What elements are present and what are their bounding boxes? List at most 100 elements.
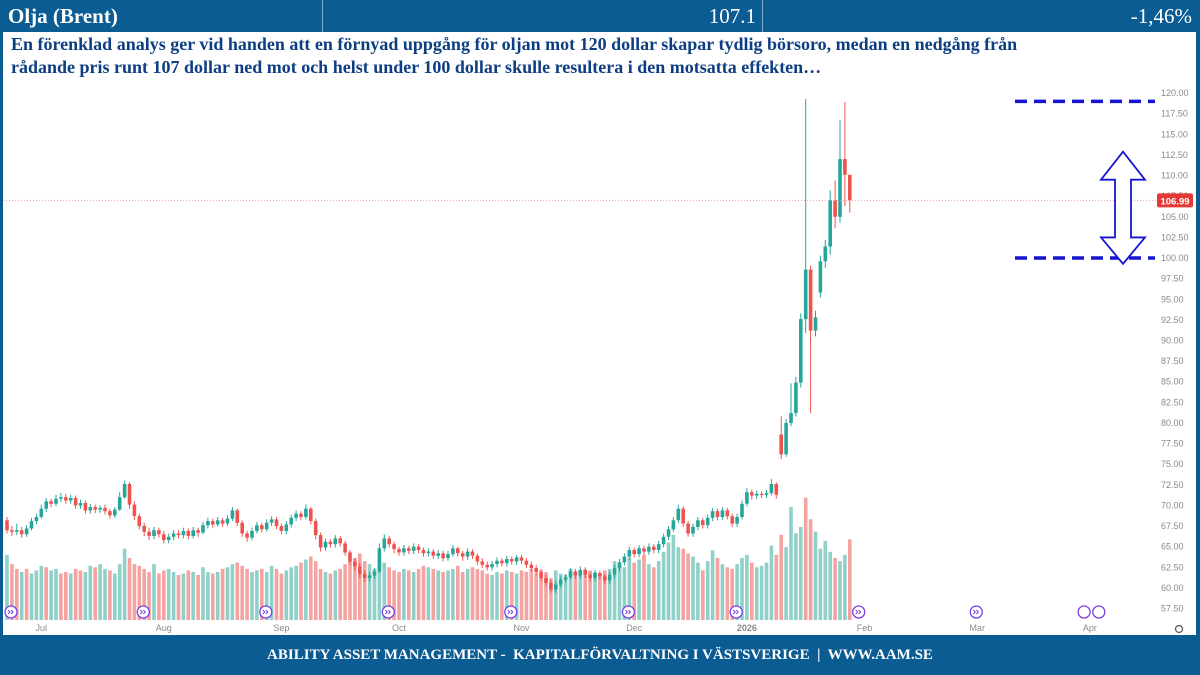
last-price-tag: 106.99 [1157, 193, 1193, 208]
x-tick-label: 2026 [737, 623, 757, 633]
y-tick-label: 85.00 [1161, 377, 1184, 387]
candle [509, 556, 514, 565]
x-tick-label: Apr [1083, 623, 1097, 633]
volume-bar [598, 573, 602, 620]
volume-bar [475, 568, 480, 621]
candle-body [838, 159, 842, 217]
volume-bar [162, 570, 166, 620]
event-marker-ring [136, 605, 150, 619]
candle-body [98, 507, 102, 510]
volume-bar [554, 570, 558, 620]
volume-bar [171, 572, 176, 620]
candle-body [225, 518, 230, 524]
volume-bar [122, 548, 127, 620]
candle-body [750, 492, 754, 496]
candle [554, 581, 558, 593]
candle [759, 491, 764, 498]
volume-bar [730, 568, 734, 621]
candle-body [382, 538, 387, 549]
volume-bar [740, 558, 744, 620]
volume-bar [255, 570, 259, 620]
candle-body [720, 510, 725, 517]
candle [529, 561, 534, 572]
event-marker-icon [621, 605, 636, 619]
candle [402, 545, 406, 556]
volume-bar [735, 564, 739, 620]
candle [377, 543, 382, 573]
volume-bar [152, 564, 156, 620]
volume-bar [59, 573, 63, 620]
y-tick-label: 110.00 [1161, 171, 1188, 181]
volume-bar [24, 568, 29, 621]
candle [269, 516, 274, 526]
candle-body [15, 530, 19, 532]
volume-bar [372, 568, 377, 621]
candle [598, 570, 602, 580]
y-tick-label: 70.00 [1161, 500, 1184, 510]
volume-bar [333, 570, 338, 620]
candle-body [171, 533, 176, 537]
candle [803, 98, 808, 334]
settings-icon[interactable] [1174, 624, 1184, 634]
candle [397, 546, 401, 556]
candle-body [206, 521, 210, 526]
candle-body [132, 504, 137, 517]
candle-body [152, 530, 156, 536]
volume-bar [426, 567, 431, 620]
candle [779, 416, 783, 460]
volume-bar [362, 561, 367, 620]
candle [206, 517, 210, 529]
candle [441, 550, 445, 562]
volume-bar [211, 573, 215, 620]
price-chart: 57.50 60.00 62.50 65.00 67.50 70.00 72.50 75.00… [3, 88, 1193, 634]
event-marker-chevrons [855, 609, 862, 615]
event-marker-ring [969, 605, 983, 619]
volume-bar [387, 567, 391, 620]
candle [451, 545, 455, 557]
volume-bar [838, 561, 842, 620]
candle [637, 545, 641, 558]
footer-website[interactable]: WWW.AAM.SE [827, 647, 933, 663]
candle-body [632, 550, 636, 555]
volume-bar [230, 564, 235, 620]
candle-body [186, 531, 191, 536]
volume-bar [431, 568, 436, 621]
volume-bar [750, 562, 754, 620]
candle [313, 518, 318, 540]
candle-body [451, 548, 455, 555]
volume-bar [617, 564, 622, 620]
volume-bar [436, 570, 440, 620]
candle-body [64, 497, 68, 501]
volume-bar [10, 564, 14, 620]
candle [382, 534, 387, 552]
candle-body [441, 553, 445, 559]
candle-body [309, 508, 313, 522]
candle [686, 521, 690, 537]
candle [372, 568, 377, 579]
event-marker-ring [259, 605, 273, 619]
candle [774, 482, 779, 499]
volume-bar [480, 570, 485, 620]
candle-body [284, 524, 289, 531]
volume-bar [54, 568, 58, 621]
candle-body [794, 382, 798, 414]
candle-body [539, 572, 543, 578]
candle-body [162, 534, 166, 541]
candle-body [166, 536, 171, 541]
candle [166, 533, 171, 544]
event-marker-icon [729, 605, 743, 619]
instrument-name: Olja (Brent) [0, 0, 323, 32]
volume-bar [309, 556, 313, 620]
volume-bar [44, 567, 48, 620]
candle [769, 479, 774, 496]
candle-body [686, 523, 690, 534]
candle-body [661, 536, 666, 545]
candle-body [245, 533, 249, 538]
volume-bar [250, 572, 254, 620]
candle-body [656, 544, 661, 550]
candle [563, 573, 568, 583]
volume-bar [701, 570, 705, 620]
candle-body [367, 575, 372, 578]
volume-bar [137, 565, 142, 621]
candle-body [745, 492, 749, 504]
